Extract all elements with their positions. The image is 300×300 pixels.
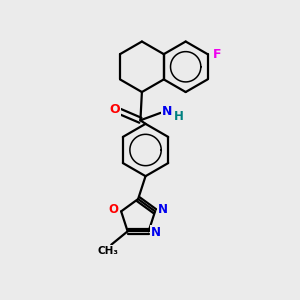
Text: CH₃: CH₃ [97,246,118,256]
Text: O: O [109,203,119,216]
Text: N: N [158,203,167,216]
Text: H: H [174,110,184,123]
Text: F: F [213,48,221,61]
Text: N: N [151,226,161,239]
Text: N: N [162,105,172,118]
Text: O: O [109,103,120,116]
